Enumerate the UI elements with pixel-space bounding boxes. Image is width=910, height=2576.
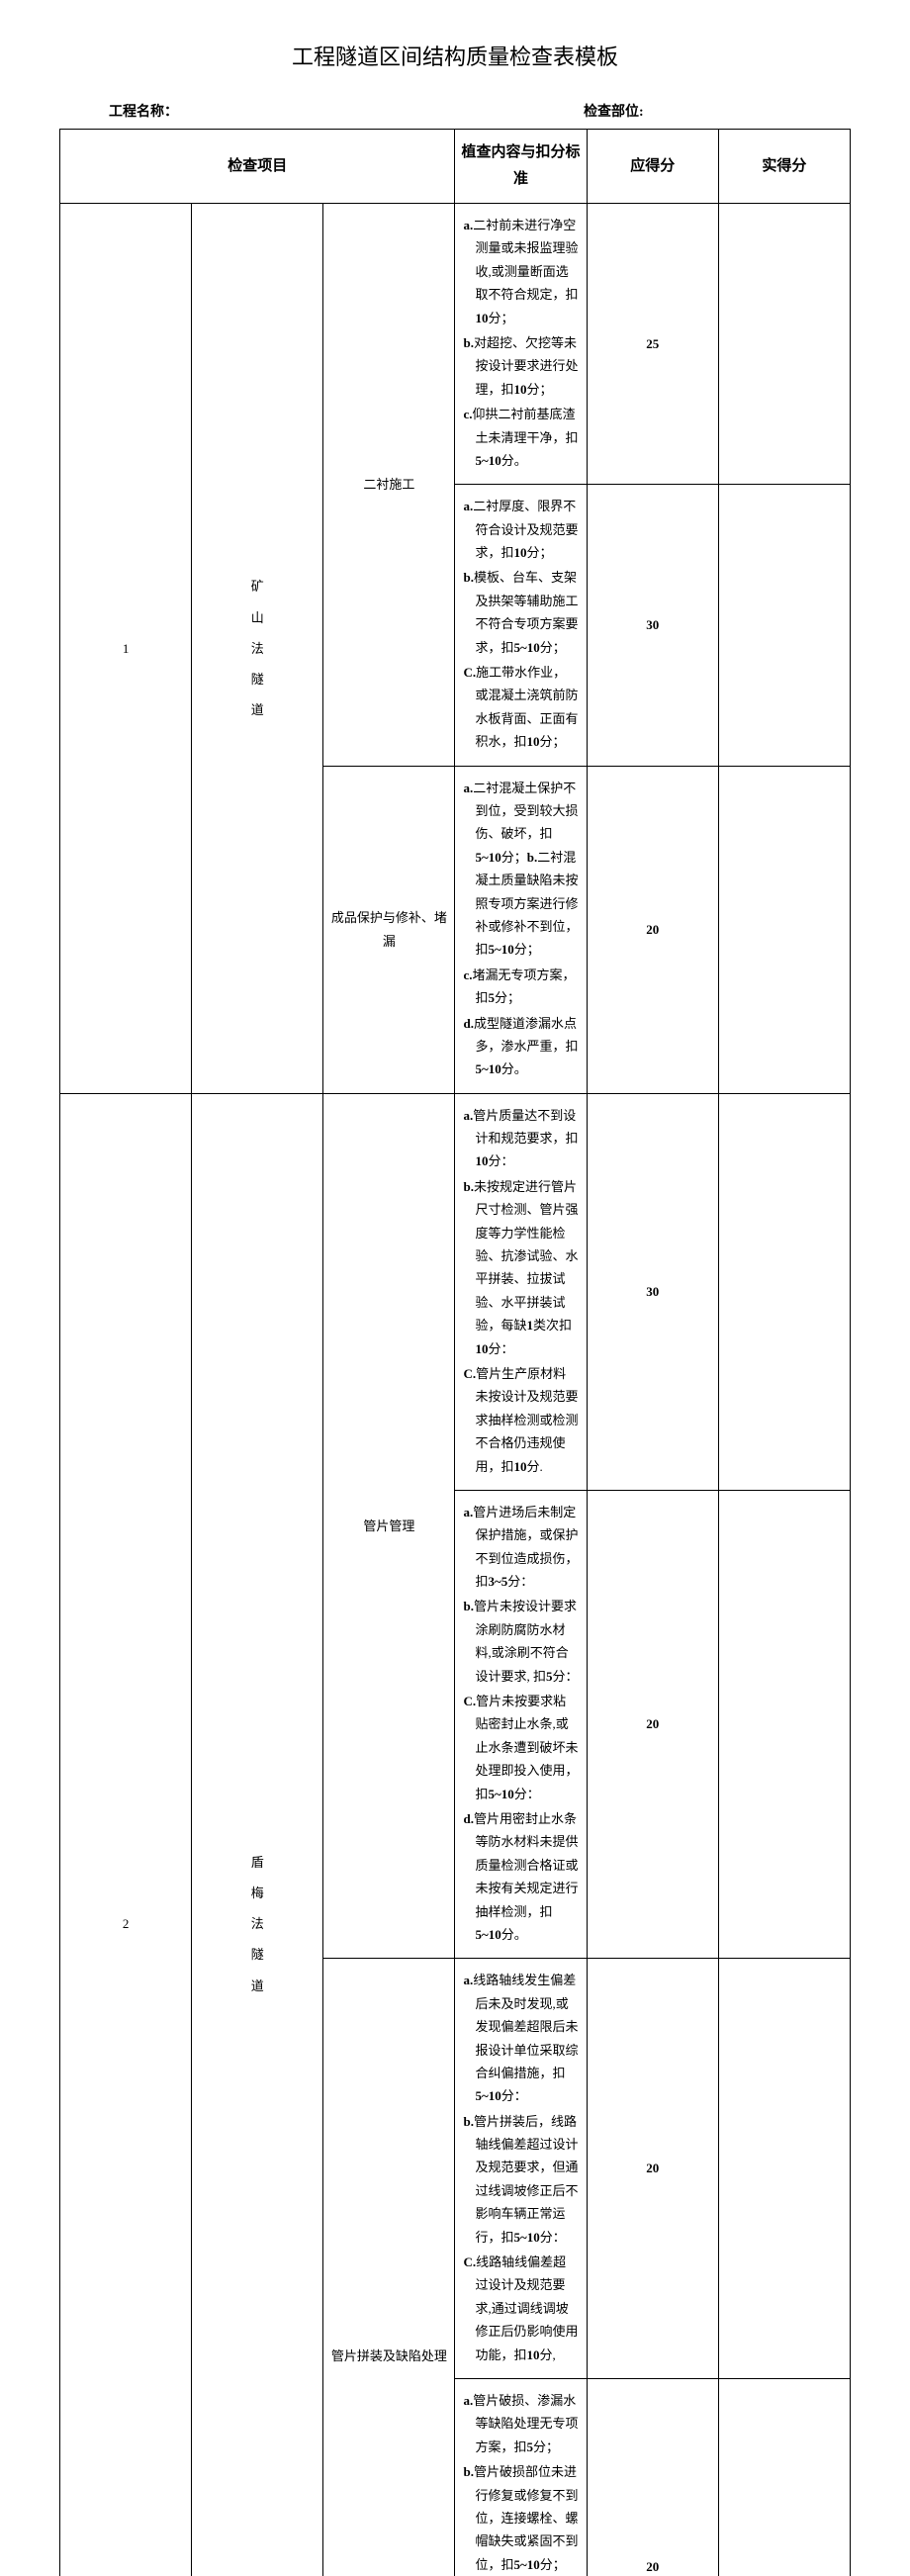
inspection-table: 检查项目 植查内容与扣分标准 应得分 实得分 1矿 山 法 隧 道二衬施工a.二… xyxy=(59,129,851,2576)
section-category: 矿 山 法 隧 道 xyxy=(192,204,323,1094)
content-line: b.模板、台车、支架及拱架等辅助施工不符合专项方案要求，扣5~10分； xyxy=(463,566,578,659)
section-category: 盾 梅 法 隧 道 xyxy=(192,1093,323,2576)
item-name: 成品保护与修补、堵漏 xyxy=(323,766,455,1093)
table-row: 1矿 山 法 隧 道二衬施工a.二衬前未进行净空测量或未报监理验收,或测量断面选… xyxy=(60,204,851,485)
section-number: 2 xyxy=(60,1093,192,2576)
col-header-content: 植查内容与扣分标准 xyxy=(455,130,587,204)
content-line: a.二衬混凝土保护不到位，受到较大损伤、破坏，扣5~10分；b.二衬混凝土质量缺… xyxy=(463,777,578,962)
actual-score[interactable] xyxy=(718,1959,850,2379)
should-score: 20 xyxy=(587,2378,718,2576)
content-line: C.管片生产原材料未按设计及规范要求抽样检测或检测不合格仍违规使用，扣10分. xyxy=(463,1362,578,1478)
actual-score[interactable] xyxy=(718,1093,850,1490)
content-line: d.成型隧道渗漏水点多，渗水严重，扣5~10分。 xyxy=(463,1012,578,1081)
content-cell: a.管片进场后未制定保护措施，或保护不到位造成损伤，扣3~5分：b.管片未按设计… xyxy=(455,1490,587,1958)
content-line: a.二衬前未进行净空测量或未报监理验收,或测量断面选取不符合规定，扣10分； xyxy=(463,214,578,329)
actual-score[interactable] xyxy=(718,485,850,766)
actual-score[interactable] xyxy=(718,766,850,1093)
table-row: 2盾 梅 法 隧 道管片管理a.管片质量达不到设计和规范要求，扣10分：b.未按… xyxy=(60,1093,851,1490)
header-row: 工程名称： 检查部位: xyxy=(59,101,851,121)
content-line: b.管片破损部位未进行修复或修复不到位，连接螺栓、螺帽缺失或紧固不到位，扣5~1… xyxy=(463,2460,578,2576)
content-line: b.对超挖、欠挖等未按设计要求进行处理，扣10分； xyxy=(463,331,578,401)
should-score: 20 xyxy=(587,1490,718,1958)
actual-score[interactable] xyxy=(718,204,850,485)
actual-score[interactable] xyxy=(718,1490,850,1958)
should-score: 25 xyxy=(587,204,718,485)
item-name: 二衬施工 xyxy=(323,204,455,767)
col-header-actual: 实得分 xyxy=(718,130,850,204)
item-name: 管片管理 xyxy=(323,1093,455,1959)
page-title: 工程隧道区间结构质量检查表模板 xyxy=(59,40,851,71)
content-cell: a.线路轴线发生偏差后未及时发现,或发现偏差超限后未报设计单位采取综合纠偏措施，… xyxy=(455,1959,587,2379)
item-name: 管片拼装及缺陷处理 xyxy=(323,1959,455,2576)
content-line: C.管片未按要求粘贴密封止水条,或止水条遭到破坏未处理即投入使用，扣5~10分： xyxy=(463,1690,578,1805)
content-line: c.仰拱二衬前基底渣土未清理干净，扣5~10分。 xyxy=(463,403,578,472)
content-line: a.管片进场后未制定保护措施，或保护不到位造成损伤，扣3~5分： xyxy=(463,1501,578,1594)
section-number: 1 xyxy=(60,204,192,1094)
inspection-unit-label: 检查部位: xyxy=(584,101,644,121)
content-line: a.管片质量达不到设计和规范要求，扣10分： xyxy=(463,1104,578,1173)
should-score: 30 xyxy=(587,1093,718,1490)
content-line: d.管片用密封止水条等防水材料未提供质量检测合格证或未按有关规定进行抽样检测，扣… xyxy=(463,1807,578,1946)
content-line: C.线路轴线偏差超过设计及规范要求,通过调线调坡修正后仍影响使用功能，扣10分, xyxy=(463,2251,578,2366)
content-cell: a.二衬前未进行净空测量或未报监理验收,或测量断面选取不符合规定，扣10分；b.… xyxy=(455,204,587,485)
content-line: c.堵漏无专项方案，扣5分； xyxy=(463,964,578,1010)
content-line: a.二衬厚度、限界不符合设计及规范要求，扣10分； xyxy=(463,495,578,564)
actual-score[interactable] xyxy=(718,2378,850,2576)
should-score: 30 xyxy=(587,485,718,766)
content-line: C.施工带水作业，或混凝土浇筑前防水板背面、正面有积水，扣10分； xyxy=(463,661,578,754)
header-row: 检查项目 植查内容与扣分标准 应得分 实得分 xyxy=(60,130,851,204)
content-cell: a.管片破损、渗漏水等缺陷处理无专项方案，扣5分；b.管片破损部位未进行修复或修… xyxy=(455,2378,587,2576)
should-score: 20 xyxy=(587,766,718,1093)
project-name-label: 工程名称： xyxy=(109,101,584,121)
content-cell: a.二衬混凝土保护不到位，受到较大损伤、破坏，扣5~10分；b.二衬混凝土质量缺… xyxy=(455,766,587,1093)
content-line: a.线路轴线发生偏差后未及时发现,或发现偏差超限后未报设计单位采取综合纠偏措施，… xyxy=(463,1969,578,2107)
col-header-should: 应得分 xyxy=(587,130,718,204)
content-line: b.管片未按设计要求涂刷防腐防水材料,或涂刷不符合设计要求, 扣5分： xyxy=(463,1595,578,1688)
col-header-item: 检查项目 xyxy=(60,130,455,204)
content-cell: a.管片质量达不到设计和规范要求，扣10分：b.未按规定进行管片尺寸检测、管片强… xyxy=(455,1093,587,1490)
content-line: b.管片拼装后，线路轴线偏差超过设计及规范要求，但通过线调坡修正后不影响车辆正常… xyxy=(463,2110,578,2249)
content-cell: a.二衬厚度、限界不符合设计及规范要求，扣10分；b.模板、台车、支架及拱架等辅… xyxy=(455,485,587,766)
content-line: a.管片破损、渗漏水等缺陷处理无专项方案，扣5分； xyxy=(463,2389,578,2458)
content-line: b.未按规定进行管片尺寸检测、管片强度等力学性能检验、抗渗试验、水平拼装、拉拔试… xyxy=(463,1175,578,1360)
should-score: 20 xyxy=(587,1959,718,2379)
